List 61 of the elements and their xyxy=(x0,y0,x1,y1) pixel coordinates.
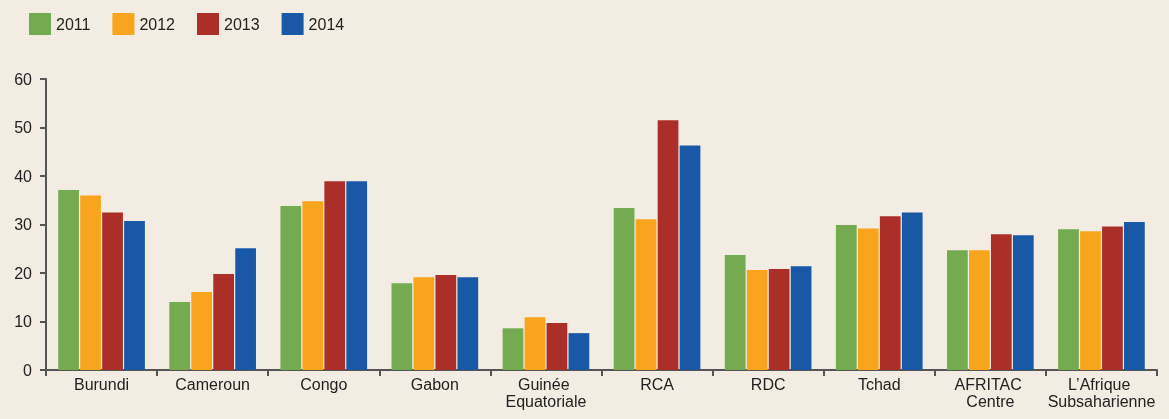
bar xyxy=(947,250,968,370)
bar xyxy=(857,228,879,370)
x-tick-label: Tchad xyxy=(857,376,901,393)
x-tick-label: Guinée Equatoriale xyxy=(505,376,587,410)
x-tick-label: Congo xyxy=(300,376,348,393)
bar xyxy=(213,273,234,370)
bar xyxy=(1058,229,1079,370)
y-tick-label: 0 xyxy=(23,361,33,379)
bar xyxy=(835,224,857,370)
bar xyxy=(169,302,191,370)
bar xyxy=(1080,231,1101,370)
bar xyxy=(1012,235,1034,370)
x-tick-label: RCA xyxy=(640,376,675,393)
x-tick-label: RDC xyxy=(750,376,786,393)
legend-label: 2013 xyxy=(224,15,260,33)
bar xyxy=(657,120,679,370)
bar xyxy=(502,328,524,370)
bar xyxy=(302,201,324,370)
bar xyxy=(346,181,368,370)
y-tick-label: 50 xyxy=(14,119,33,136)
bar xyxy=(102,212,123,370)
bar xyxy=(901,212,923,370)
bar xyxy=(457,277,479,370)
x-tick-label: Burundi xyxy=(73,376,130,393)
bar xyxy=(635,219,657,370)
bar xyxy=(790,266,812,370)
bar xyxy=(1124,222,1145,370)
bar xyxy=(524,317,546,370)
y-tick-label: 20 xyxy=(14,264,33,282)
bar xyxy=(80,195,101,370)
bar xyxy=(58,190,79,370)
bar xyxy=(391,283,413,370)
bar xyxy=(413,277,435,370)
x-tick-label: AFRITAC Centre xyxy=(954,376,1027,410)
bar xyxy=(280,206,302,370)
bar xyxy=(435,274,457,370)
y-tick-label: 40 xyxy=(14,167,33,185)
bar xyxy=(235,248,256,370)
x-tick-label: Gabon xyxy=(410,376,459,393)
x-tick-label: L’Afrique Subsaharienne xyxy=(1047,376,1156,410)
bar xyxy=(324,181,346,370)
legend-label: 2012 xyxy=(139,15,176,33)
bar xyxy=(124,221,145,370)
bar xyxy=(1102,226,1123,370)
legend-label: 2011 xyxy=(56,15,91,33)
bar xyxy=(969,250,990,370)
y-tick-label: 10 xyxy=(14,313,33,330)
legend-label: 2014 xyxy=(308,15,345,33)
y-tick-label: 60 xyxy=(14,70,33,88)
bar xyxy=(724,255,746,370)
bar xyxy=(746,270,768,370)
x-tick-label: Cameroun xyxy=(175,376,250,393)
bar xyxy=(191,291,213,370)
y-tick-label: 30 xyxy=(14,216,33,233)
bar xyxy=(990,234,1012,370)
bar xyxy=(768,269,790,370)
bar xyxy=(879,216,901,370)
bar xyxy=(679,145,701,370)
bar xyxy=(546,322,568,370)
bar xyxy=(613,208,635,370)
bar xyxy=(568,333,590,370)
